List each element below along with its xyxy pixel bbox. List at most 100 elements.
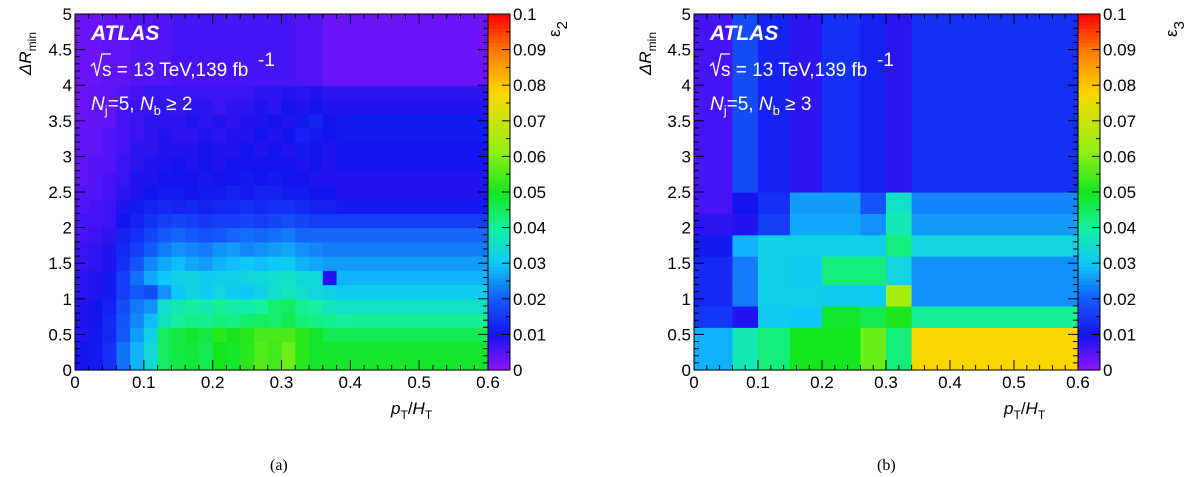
heatmap-cell xyxy=(226,341,241,357)
heatmap-cell xyxy=(267,85,283,101)
heatmap-cell xyxy=(171,85,186,101)
palette-band xyxy=(488,103,510,108)
palette-band xyxy=(488,216,510,222)
heatmap-cell xyxy=(143,313,159,328)
heatmap-cell xyxy=(157,227,172,243)
heatmap-cell xyxy=(130,85,145,101)
heatmap-cell xyxy=(88,184,104,200)
palette-band xyxy=(1078,181,1100,186)
palette-band xyxy=(488,366,510,371)
heatmap-cell xyxy=(822,284,861,307)
heatmap-cell xyxy=(116,99,131,115)
heatmap-cell xyxy=(171,270,186,286)
palette-band xyxy=(1078,345,1100,350)
palette-band xyxy=(1078,70,1100,76)
heatmap-cell xyxy=(322,113,338,129)
heatmap-cell xyxy=(860,213,887,236)
heatmap-cell xyxy=(143,14,159,86)
z-tick-label: 0 xyxy=(1103,361,1112,380)
heatmap-cell xyxy=(212,341,228,357)
heatmap-cell xyxy=(758,327,791,371)
heatmap-cell xyxy=(336,14,351,86)
palette-band xyxy=(1078,209,1100,214)
palette-band xyxy=(488,181,510,186)
heatmap-cell xyxy=(350,127,489,143)
heatmap-cell xyxy=(336,341,351,357)
palette-band xyxy=(488,92,510,97)
palette-band xyxy=(1078,142,1100,147)
palette-band xyxy=(1078,238,1100,243)
palette-band xyxy=(1078,284,1100,289)
heatmap-cell xyxy=(157,256,172,271)
palette-band xyxy=(1078,234,1100,239)
heatmap-cell xyxy=(212,85,228,101)
palette-band xyxy=(1078,156,1100,161)
y-tick-label: 4.5 xyxy=(667,41,691,60)
z-tick-label: 0.03 xyxy=(513,254,546,273)
palette-band xyxy=(1078,216,1100,222)
heatmap-cell xyxy=(860,305,887,328)
heatmap-cell xyxy=(102,99,117,115)
heatmap-cell xyxy=(911,284,1079,307)
palette-band xyxy=(488,202,510,207)
heatmap-cell xyxy=(322,284,338,300)
heatmap-cell xyxy=(198,170,214,186)
heatmap-cell xyxy=(281,327,296,343)
palette-band xyxy=(1078,277,1100,282)
palette-band xyxy=(1078,113,1100,118)
energy-sup-b: -1 xyxy=(877,50,894,71)
heatmap-cell xyxy=(240,113,255,129)
x-tick-label: 0.5 xyxy=(1002,373,1026,392)
heatmap-cell xyxy=(350,85,489,101)
heatmap-cell xyxy=(226,270,241,286)
heatmap-cell xyxy=(102,14,117,86)
y-tick-label: 4 xyxy=(63,76,72,95)
palette-band xyxy=(488,220,510,225)
heatmap-cell xyxy=(350,199,489,214)
heatmap-cell xyxy=(102,298,117,314)
axes-b: 0 0.1 0.2 0.3 0.4 0.5 0.6 0 0.5 1 1.5 2 2.5 3 3.5 4 4.5 5 xyxy=(667,5,1089,392)
y-axis-label-a: ΔRmin xyxy=(16,32,39,76)
palette-band xyxy=(488,341,510,346)
palette-band xyxy=(1078,127,1100,133)
y-tick-label: 0.5 xyxy=(667,325,691,344)
atlas-label-a: ATLAS xyxy=(90,22,159,45)
y-tick-label: 3 xyxy=(63,147,72,166)
heatmap-cell xyxy=(198,127,214,143)
palette-band xyxy=(1078,355,1100,360)
z-tick-label: 0.08 xyxy=(513,76,546,95)
y-tick-label: 1 xyxy=(682,290,691,309)
heatmap-cell xyxy=(143,184,159,200)
palette-band xyxy=(1078,145,1100,150)
palette-band xyxy=(488,145,510,150)
palette-band xyxy=(488,199,510,204)
heatmap-cell xyxy=(130,14,145,86)
heatmap-cell xyxy=(75,85,90,101)
z-tick-label: 0.01 xyxy=(1103,325,1136,344)
heatmap-cell xyxy=(694,192,733,214)
heatmap-cell xyxy=(295,298,310,314)
palette-band xyxy=(488,248,510,254)
palette-band xyxy=(1078,341,1100,346)
palette-band xyxy=(1078,92,1100,97)
heatmap-cell xyxy=(116,327,131,343)
heatmap-cell xyxy=(102,355,117,371)
heatmap-cell xyxy=(309,213,324,229)
y-tick-label: 2.5 xyxy=(48,183,72,202)
heatmap-cell xyxy=(350,184,489,200)
y-tick-label: 3 xyxy=(682,147,691,166)
heatmap-cell xyxy=(171,142,186,157)
heatmap-cell xyxy=(130,327,145,343)
y-tick-label: 2.5 xyxy=(667,183,691,202)
heatmap-cell xyxy=(130,113,145,129)
y-tick-label: 3.5 xyxy=(48,112,72,131)
heatmap-cell xyxy=(185,313,200,328)
z-tick-label: 0.01 xyxy=(513,325,546,344)
heatmap-cell xyxy=(267,341,283,357)
heatmap-cell xyxy=(185,270,200,286)
heatmap-cell xyxy=(226,256,241,271)
heatmap-cell xyxy=(212,199,228,214)
palette-band xyxy=(1078,135,1100,140)
heatmap-cell xyxy=(116,199,131,214)
